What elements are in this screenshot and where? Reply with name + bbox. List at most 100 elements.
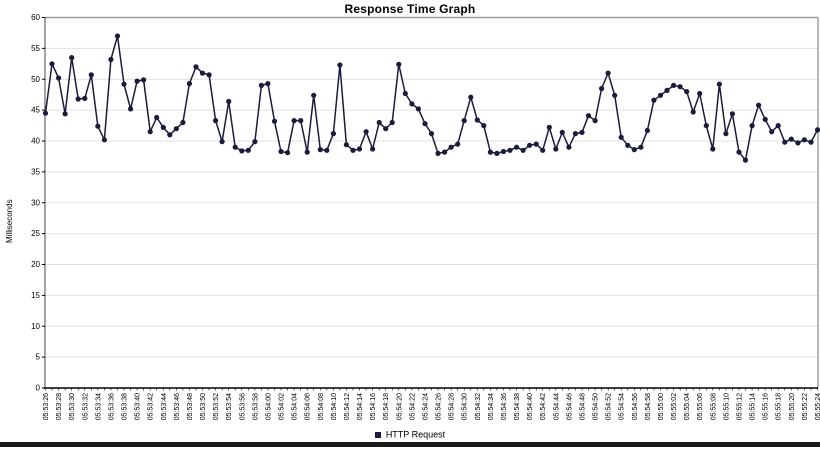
data-point bbox=[520, 147, 526, 153]
data-point bbox=[442, 149, 448, 155]
x-tick-label: 05:55:04 bbox=[684, 393, 691, 420]
data-point bbox=[383, 126, 389, 132]
data-point bbox=[448, 144, 454, 150]
data-point bbox=[285, 150, 291, 156]
x-tick-label: 05:54:24 bbox=[422, 393, 429, 420]
x-tick-label: 05:53:26 bbox=[43, 393, 50, 420]
y-tick-label: 50 bbox=[31, 75, 40, 84]
data-point bbox=[507, 147, 513, 153]
x-tick-label: 05:53:36 bbox=[108, 393, 115, 420]
y-tick-label: 0 bbox=[36, 384, 41, 393]
data-point bbox=[304, 149, 310, 155]
data-point bbox=[232, 144, 238, 150]
data-point bbox=[356, 146, 363, 152]
data-point bbox=[585, 113, 592, 119]
y-tick-label: 40 bbox=[31, 137, 40, 146]
data-point bbox=[337, 62, 343, 68]
data-point bbox=[370, 146, 376, 152]
x-tick-label: 05:54:02 bbox=[279, 393, 286, 420]
chart-legend: HTTP Request bbox=[0, 429, 820, 440]
x-tick-label: 05:54:08 bbox=[318, 393, 325, 420]
x-tick-label: 05:54:34 bbox=[488, 393, 495, 420]
data-point bbox=[631, 147, 637, 153]
data-point bbox=[49, 61, 55, 67]
data-point bbox=[69, 55, 75, 61]
data-point bbox=[703, 123, 709, 129]
data-point bbox=[402, 90, 408, 97]
data-point bbox=[514, 144, 520, 150]
data-point bbox=[671, 82, 677, 88]
x-tick-label: 05:54:50 bbox=[593, 393, 600, 420]
data-point bbox=[330, 131, 336, 137]
x-tick-label: 05:54:36 bbox=[501, 393, 508, 420]
x-tick-label: 05:54:00 bbox=[265, 393, 272, 420]
data-point bbox=[239, 148, 245, 154]
data-point bbox=[193, 64, 199, 70]
x-tick-label: 05:54:44 bbox=[553, 393, 560, 420]
data-point bbox=[422, 121, 428, 127]
data-point bbox=[775, 123, 781, 129]
x-tick-label: 05:53:28 bbox=[56, 393, 63, 420]
data-point bbox=[278, 148, 284, 155]
window-bottom-edge bbox=[0, 442, 820, 447]
y-tick-label: 20 bbox=[31, 260, 40, 269]
data-point bbox=[546, 124, 552, 130]
data-point bbox=[664, 87, 670, 93]
data-point bbox=[762, 116, 768, 122]
x-tick-label: 05:53:40 bbox=[135, 393, 142, 420]
data-point bbox=[258, 82, 264, 88]
data-point bbox=[88, 72, 94, 78]
data-point bbox=[121, 81, 127, 87]
data-point bbox=[389, 119, 395, 126]
data-point bbox=[638, 144, 644, 150]
x-tick-label: 05:54:42 bbox=[540, 393, 547, 420]
x-tick-label: 05:54:14 bbox=[357, 393, 364, 420]
data-point bbox=[651, 97, 657, 103]
data-point bbox=[605, 70, 611, 76]
legend-series-swatch-icon bbox=[374, 431, 381, 438]
data-point bbox=[618, 134, 624, 140]
data-point bbox=[265, 81, 271, 87]
data-point bbox=[343, 142, 349, 148]
data-point bbox=[350, 147, 356, 153]
x-tick-label: 05:54:26 bbox=[436, 393, 443, 420]
data-point bbox=[271, 118, 278, 124]
data-point bbox=[42, 110, 49, 116]
data-point bbox=[62, 111, 68, 117]
data-point bbox=[114, 33, 121, 39]
data-point bbox=[141, 77, 147, 83]
x-tick-label: 05:54:28 bbox=[449, 393, 456, 420]
data-point bbox=[199, 70, 206, 76]
data-point bbox=[625, 142, 631, 148]
data-point bbox=[572, 131, 579, 137]
x-tick-label: 05:54:46 bbox=[566, 393, 573, 420]
data-point bbox=[553, 146, 559, 152]
data-point bbox=[101, 137, 107, 143]
x-tick-label: 05:54:38 bbox=[514, 393, 521, 420]
data-point bbox=[729, 111, 736, 117]
x-tick-label: 05:55:16 bbox=[763, 393, 770, 420]
data-point bbox=[736, 149, 742, 155]
data-point bbox=[527, 142, 533, 148]
data-point bbox=[540, 147, 546, 153]
x-tick-label: 05:53:44 bbox=[161, 393, 168, 420]
legend-series-label: HTTP Request bbox=[385, 429, 446, 440]
y-tick-label: 10 bbox=[31, 322, 40, 331]
x-tick-label: 05:54:06 bbox=[305, 393, 312, 420]
data-point bbox=[697, 90, 703, 97]
data-point bbox=[160, 124, 166, 130]
x-tick-label: 05:55:06 bbox=[697, 393, 704, 420]
data-point bbox=[311, 92, 317, 98]
data-point bbox=[428, 131, 435, 137]
data-point bbox=[409, 101, 415, 107]
x-tick-label: 05:55:14 bbox=[750, 393, 757, 420]
x-tick-label: 05:54:16 bbox=[370, 393, 377, 420]
data-point bbox=[186, 81, 192, 87]
data-point bbox=[108, 56, 114, 63]
x-tick-label: 05:54:52 bbox=[606, 393, 613, 420]
data-point bbox=[814, 127, 820, 133]
x-tick-label: 05:54:48 bbox=[579, 393, 586, 420]
data-point bbox=[769, 129, 775, 135]
data-point bbox=[494, 150, 500, 156]
